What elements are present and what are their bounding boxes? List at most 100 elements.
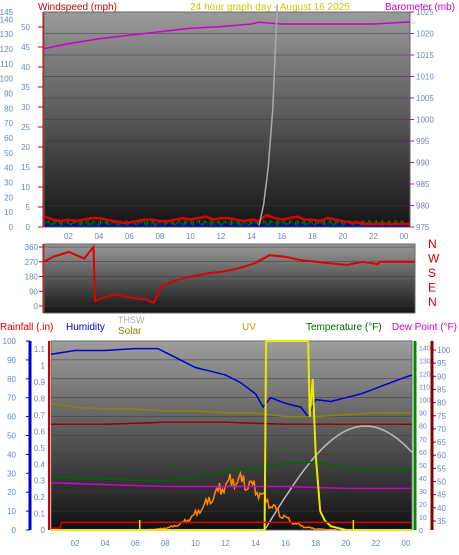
windspeed-inner-tick-label: 15 — [21, 163, 30, 172]
rain-tick-label: 0.6 — [34, 427, 46, 436]
x-tick-label: 04 — [94, 232, 103, 241]
legend-temperature: Temperature (°F) — [306, 322, 382, 333]
series-wind-direction — [43, 244, 415, 304]
panel3-x-ticks: 02 04 06 08 10 12 14 16 18 20 22 00 — [71, 539, 411, 548]
x-tick-label: 14 — [251, 539, 260, 548]
x-tick-label: 02 — [64, 232, 73, 241]
windspeed-inner-tick-label: 50 — [21, 23, 30, 32]
panel2-frame — [43, 243, 416, 314]
windspeed-inner-tick-label: 45 — [21, 43, 30, 52]
x-tick-label: 16 — [281, 539, 290, 548]
legend-humidity: Humidity — [66, 322, 105, 333]
barometer-tick-label: 995 — [416, 137, 430, 146]
humidity-tick-label: 50 — [7, 432, 16, 441]
series-rainfall-in- — [51, 521, 412, 529]
panel1-series — [43, 4, 410, 227]
legend-uv: UV — [242, 322, 256, 333]
windspeed-outer-tick-label: 110 — [0, 60, 13, 69]
windspeed-axis-title: Windspeed (mph) — [38, 2, 117, 13]
windspeed-outer-tick-label: 30 — [4, 179, 13, 188]
graph-title: 24 hour graph day - August 16 2025 — [190, 2, 350, 13]
x-tick-label: 22 — [371, 539, 380, 548]
windspeed-outer-tick-label: 0 — [9, 223, 14, 232]
series-windspeed-mph- — [43, 213, 410, 226]
humidity-tick-label: 10 — [7, 507, 16, 516]
direction-tick-label: 360 — [25, 243, 39, 252]
uv-tick-label: 110 — [419, 385, 430, 392]
windspeed-outer-tick-label: 10 — [4, 208, 13, 217]
rain-tick-label: 1.1 — [34, 345, 46, 354]
humidity-tick-label: 20 — [7, 488, 16, 497]
windspeed-outer-tick-label: 20 — [4, 193, 13, 202]
windspeed-inner-tick-label: 0 — [26, 223, 31, 232]
panel1-x-ticks: 02 04 06 08 10 12 14 16 18 20 22 00 — [64, 232, 409, 241]
x-tick-label: 20 — [338, 232, 347, 241]
temp-tick-label: 80 — [437, 399, 446, 408]
compass-label: E — [428, 281, 436, 295]
x-tick-label: 02 — [71, 539, 80, 548]
humidity-tick-label: 60 — [7, 413, 16, 422]
series-gust — [258, 4, 279, 226]
humidity-tick-label: 100 — [3, 337, 17, 346]
uv-tick-label: 70 — [419, 437, 427, 444]
series-solar — [50, 402, 412, 418]
humidity-tick-label: 0 — [12, 526, 17, 535]
x-tick-label: 06 — [125, 232, 134, 241]
rain-tick-label: 0.2 — [34, 493, 46, 502]
temp-tick-label: 65 — [437, 438, 446, 447]
x-tick-label: 10 — [191, 539, 200, 548]
temp-tick-label: 55 — [437, 464, 446, 473]
uv-tick-label: 20 — [419, 502, 427, 509]
temp-tick-label: 50 — [437, 478, 446, 487]
humidity-tick-label: 90 — [7, 356, 16, 365]
temp-tick-label: 90 — [437, 372, 446, 381]
rain-tick-label: 0.1 — [34, 510, 46, 519]
x-tick-label: 08 — [155, 232, 164, 241]
series-barometer-mb- — [43, 21, 410, 50]
uv-tick-label: 50 — [419, 463, 427, 470]
legend-rainfall: Rainfall (.in) — [0, 322, 53, 333]
temp-tick-label: 100 — [437, 346, 451, 355]
x-tick-label: 20 — [341, 539, 350, 548]
windspeed-outer-tick-label: 120 — [0, 45, 14, 54]
barometer-tick-label: 1010 — [416, 73, 434, 82]
windspeed-outer-tick-label: 70 — [4, 119, 13, 128]
rain-tick-label: 1 — [41, 362, 46, 371]
rain-tick-label: 0.3 — [34, 477, 46, 486]
x-tick-label: 18 — [311, 539, 320, 548]
panel-rain-humidity-temp: 10090807060504030201001.110.90.80.70.60.… — [3, 337, 451, 548]
panel3-axes: 10090807060504030201001.110.90.80.70.60.… — [3, 337, 451, 535]
temp-tick-label: 75 — [437, 412, 446, 421]
direction-tick-label: 270 — [25, 258, 39, 267]
series-humidity — [50, 347, 413, 419]
rain-tick-label: 0 — [41, 526, 46, 535]
series-thsw — [50, 482, 412, 490]
compass-label: S — [428, 266, 436, 280]
series-temperature-f- — [50, 461, 412, 482]
direction-tick-label: 180 — [25, 273, 39, 282]
compass-label: N — [428, 295, 437, 309]
uv-tick-label: 80 — [419, 424, 427, 431]
panel2-series — [43, 244, 415, 304]
windspeed-outer-tick-label: 40 — [4, 164, 13, 173]
humidity-tick-label: 40 — [7, 450, 16, 459]
uv-tick-label: 40 — [419, 476, 427, 483]
x-tick-label: 12 — [221, 539, 230, 548]
x-tick-label: 22 — [369, 232, 378, 241]
x-tick-label: 12 — [216, 232, 225, 241]
windspeed-outer-tick-label: 100 — [0, 75, 14, 84]
temp-tick-label: 70 — [437, 425, 446, 434]
windspeed-outer-tick-label: 80 — [4, 104, 13, 113]
uv-tick-label: 140 — [419, 346, 431, 353]
temp-tick-label: 35 — [437, 517, 446, 526]
direction-tick-label: 0 — [34, 302, 39, 311]
windspeed-outer-tick-label: 90 — [4, 90, 13, 99]
uv-tick-label: 100 — [419, 398, 431, 405]
humidity-tick-label: 70 — [7, 394, 16, 403]
direction-tick-label: 90 — [29, 287, 38, 296]
